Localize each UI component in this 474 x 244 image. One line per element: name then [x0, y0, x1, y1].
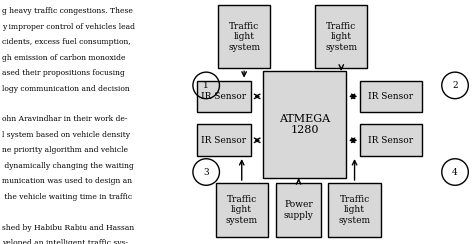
Text: IR Sensor: IR Sensor: [201, 136, 246, 145]
Text: dynamically changing the waiting: dynamically changing the waiting: [2, 162, 134, 170]
FancyBboxPatch shape: [216, 183, 268, 237]
Text: ATMEGA
1280: ATMEGA 1280: [279, 114, 330, 135]
Text: IR Sensor: IR Sensor: [368, 92, 414, 101]
Text: shed by Habibu Rabiu and Hassan: shed by Habibu Rabiu and Hassan: [2, 224, 135, 232]
Text: l system based on vehicle density: l system based on vehicle density: [2, 131, 130, 139]
FancyBboxPatch shape: [315, 5, 367, 68]
Text: the vehicle waiting time in traffic: the vehicle waiting time in traffic: [2, 193, 133, 201]
Text: munication was used to design an: munication was used to design an: [2, 177, 133, 185]
Text: Traffic
light
system: Traffic light system: [226, 195, 258, 225]
FancyBboxPatch shape: [328, 183, 381, 237]
Text: Traffic
light
system: Traffic light system: [228, 22, 260, 51]
Text: 2: 2: [452, 81, 458, 90]
Text: 1: 1: [203, 81, 209, 90]
Text: ne priority algorithm and vehicle: ne priority algorithm and vehicle: [2, 146, 128, 154]
FancyBboxPatch shape: [197, 124, 251, 156]
Text: y improper control of vehicles lead: y improper control of vehicles lead: [2, 23, 136, 31]
Text: Traffic
light
system: Traffic light system: [325, 22, 357, 51]
FancyBboxPatch shape: [197, 81, 251, 112]
Text: Traffic
light
system: Traffic light system: [338, 195, 371, 225]
FancyBboxPatch shape: [218, 5, 270, 68]
Text: ased their propositions focusing: ased their propositions focusing: [2, 69, 125, 77]
Text: cidents, excess fuel consumption,: cidents, excess fuel consumption,: [2, 38, 131, 46]
Text: 3: 3: [203, 168, 209, 176]
FancyBboxPatch shape: [263, 71, 346, 178]
FancyBboxPatch shape: [276, 183, 321, 237]
Text: logy communication and decision: logy communication and decision: [2, 85, 130, 92]
Text: ohn Aravindhar in their work de-: ohn Aravindhar in their work de-: [2, 115, 128, 123]
Text: veloped an intelligent traffic sys-: veloped an intelligent traffic sys-: [2, 239, 128, 244]
Text: 4: 4: [452, 168, 458, 176]
Text: Power
supply: Power supply: [283, 200, 313, 220]
FancyBboxPatch shape: [360, 81, 422, 112]
FancyBboxPatch shape: [360, 124, 422, 156]
Text: IR Sensor: IR Sensor: [368, 136, 414, 145]
Text: IR Sensor: IR Sensor: [201, 92, 246, 101]
Text: g heavy traffic congestions. These: g heavy traffic congestions. These: [2, 7, 133, 15]
Text: gh emission of carbon monoxide: gh emission of carbon monoxide: [2, 54, 126, 62]
